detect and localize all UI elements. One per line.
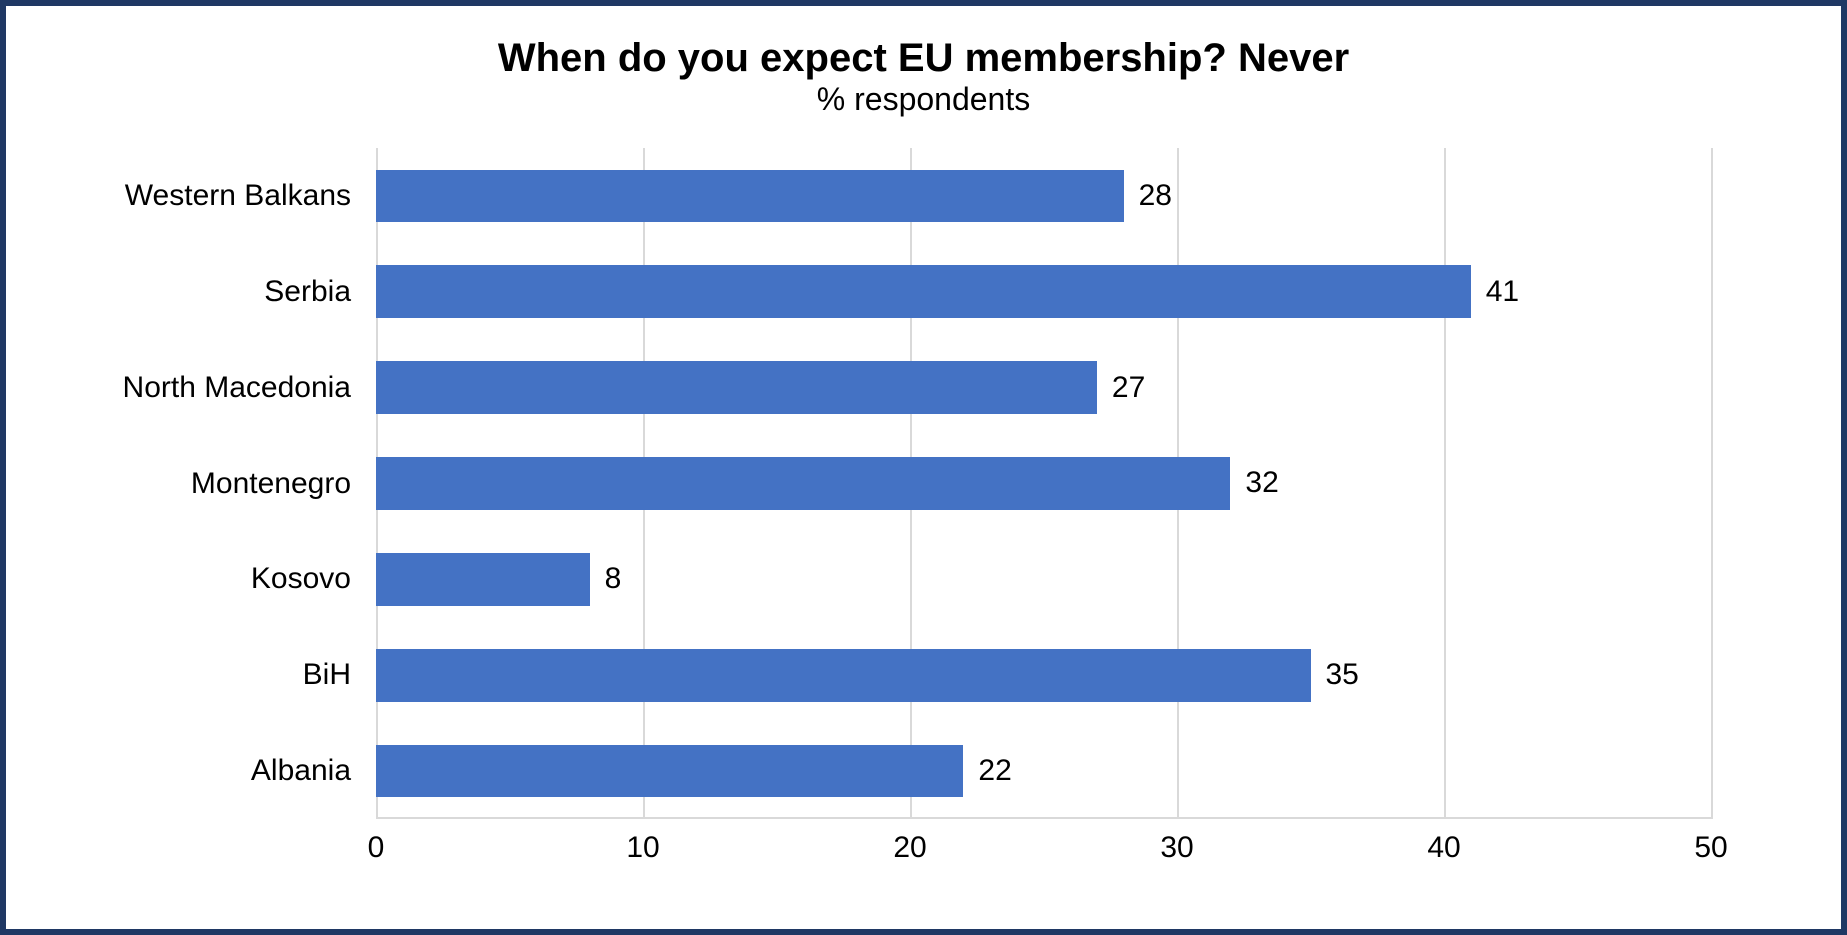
x-tick-label: 30 [1160,831,1193,865]
category-label: Albania [251,754,376,788]
bar [376,361,1097,414]
bar-row: 22 [376,745,1711,798]
bar-row: 27 [376,361,1711,414]
x-tick-label: 50 [1694,831,1727,865]
bar-row: 32 [376,457,1711,510]
bar-value-label: 8 [605,562,622,596]
plot-wrap: 0 10 20 30 40 50 Western Balkans 28 Serbia 41 Nort… [46,138,1801,889]
category-label: Western Balkans [125,179,376,213]
bar [376,745,963,798]
bar [376,553,590,606]
bar [376,170,1124,223]
bar-row: 8 [376,553,1711,606]
chart-title: When do you expect EU membership? Never [46,36,1801,81]
category-label: Montenegro [191,467,376,501]
bar [376,457,1230,510]
bar-value-label: 35 [1326,658,1359,692]
x-tick-label: 10 [626,831,659,865]
bar-row: 35 [376,649,1711,702]
x-tick-label: 40 [1427,831,1460,865]
bar-value-label: 32 [1245,466,1278,500]
bar-row: 28 [376,170,1711,223]
chart-frame: When do you expect EU membership? Never … [0,0,1847,935]
category-label: North Macedonia [123,371,376,405]
x-axis-baseline [376,817,1711,819]
bar-value-label: 41 [1486,275,1519,309]
category-label: Serbia [264,275,376,309]
x-tick-label: 0 [368,831,385,865]
gridline [1711,148,1713,819]
bar [376,265,1471,318]
bar-value-label: 27 [1112,371,1145,405]
category-label: BiH [303,658,376,692]
bar-value-label: 22 [978,754,1011,788]
category-label: Kosovo [251,562,376,596]
bar-value-label: 28 [1139,179,1172,213]
plot-area: 01020304050Western Balkans28Serbia41Nort… [376,148,1711,819]
bar [376,649,1311,702]
bar-row: 41 [376,265,1711,318]
x-tick-label: 20 [893,831,926,865]
chart-subtitle: % respondents [46,81,1801,118]
